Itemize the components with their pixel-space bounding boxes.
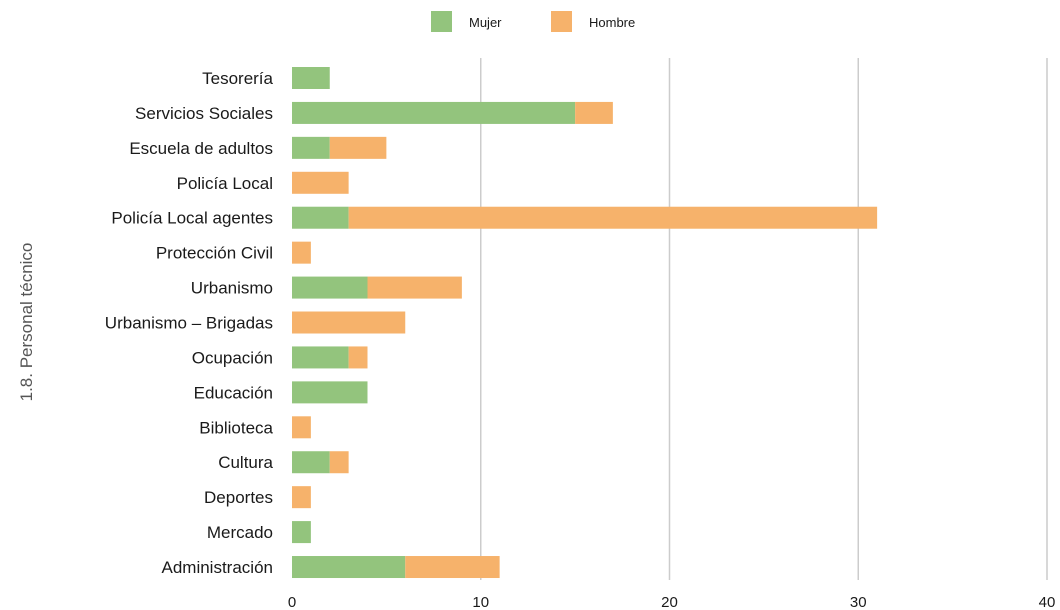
bar-hombre [329,451,349,474]
bar-mujer [292,346,349,369]
bar-hombre [292,311,406,334]
x-tick-labels: 0 10 20 30 40 [288,594,1056,610]
category-label: Deportes [204,488,273,507]
bar-hombre [292,171,349,194]
x-tick-label: 0 [288,594,296,610]
category-label: Biblioteca [199,418,273,437]
bar-hombre [575,101,613,124]
bar-mujer [292,276,368,299]
bar-mujer [292,556,406,579]
category-label: Ocupación [192,348,273,367]
bar-hombre [329,136,387,159]
legend-label: Mujer [469,15,502,30]
category-label: Urbanismo [191,279,273,298]
legend-swatch [431,11,452,32]
y-axis-title: 1.8. Personal técnico [17,243,36,402]
category-label: Policía Local agentes [111,209,273,228]
bar-mujer [292,136,330,159]
bar-hombre [348,206,878,229]
bar-hombre [292,416,311,439]
category-label: Urbanismo – Brigadas [105,314,273,333]
category-label: Mercado [207,523,273,542]
category-label: Policía Local [177,174,273,193]
legend-swatch [551,11,572,32]
bar-mujer [292,521,311,544]
category-label: Servicios Sociales [135,104,273,123]
x-tick-label: 20 [661,594,678,610]
bar-hombre [292,486,311,509]
category-label: Cultura [218,453,273,472]
bar-hombre [292,241,311,264]
category-labels: Tesorería Servicios Sociales Escuela de ad… [105,69,274,577]
category-label: Tesorería [202,69,273,88]
bars [292,67,878,579]
bar-mujer [292,451,330,474]
bar-hombre [348,346,368,369]
category-label: Educación [194,383,273,402]
legend-label: Hombre [589,15,635,30]
bar-mujer [292,206,349,229]
bar-mujer [292,101,576,124]
bar-mujer [292,67,330,89]
category-label: Administración [162,558,274,577]
x-tick-label: 10 [472,594,489,610]
grid-lines [480,58,1048,580]
category-label: Protección Civil [156,244,273,263]
x-tick-label: 40 [1039,594,1056,610]
bar-hombre [367,276,462,299]
bar-hombre [405,556,500,579]
legend: Mujer Hombre [431,11,635,32]
x-tick-label: 30 [850,594,867,610]
category-label: Escuela de adultos [129,139,273,158]
bar-mujer [292,381,368,404]
